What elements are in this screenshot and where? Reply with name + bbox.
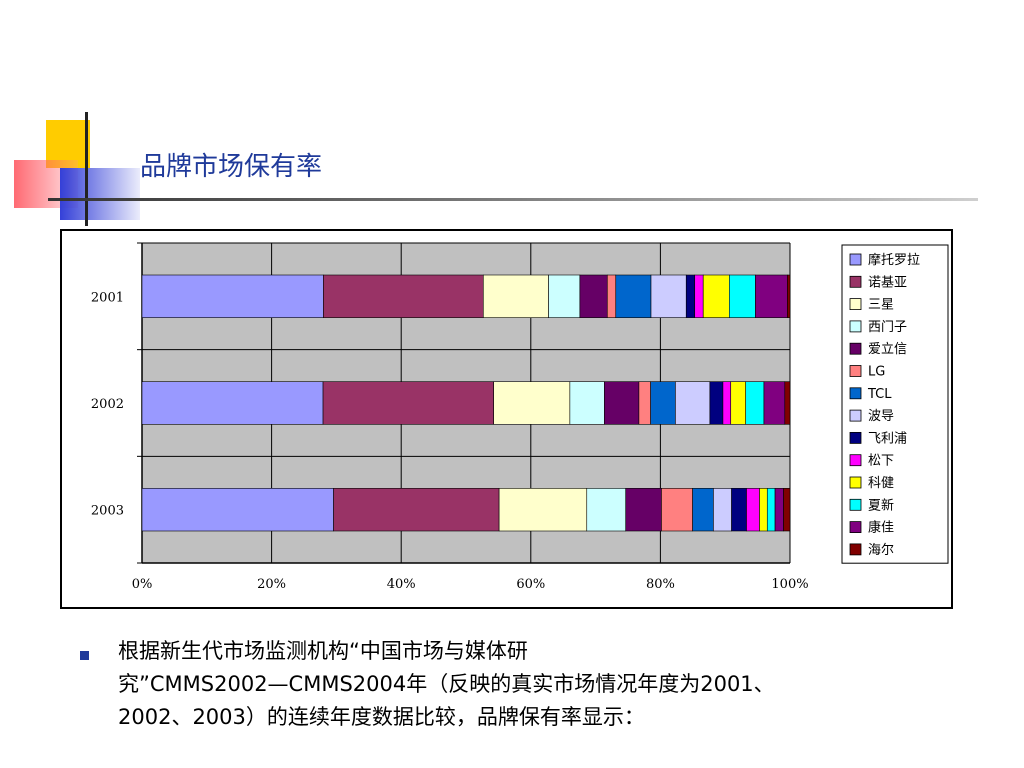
chart: 0% 20% 40% 60% 80% 100% 2001 2002 2003 摩托罗拉诺基亚三星西… xyxy=(91,242,949,592)
legend-box xyxy=(841,244,949,564)
legend-label: 爱立信 xyxy=(868,342,907,357)
body-line-3: 2002、2003）的连续年度数据比较，品牌保有率显示： xyxy=(118,705,645,729)
body-line-2: 究”CMMS2002—CMMS2004年（反映的真实市场情况年度为2001、 xyxy=(118,672,775,696)
bar-segment xyxy=(493,381,571,425)
bar-segment xyxy=(692,488,714,532)
bar-segment xyxy=(675,381,711,425)
bullet-icon xyxy=(80,651,89,660)
bar-segment xyxy=(586,488,627,532)
legend-swatch xyxy=(849,365,862,377)
body-line-1: 根据新生代市场监测机构“中国市场与媒体研 xyxy=(118,639,528,663)
bar-segment xyxy=(141,274,324,318)
legend-label: LG xyxy=(868,365,885,380)
x-tick-label: 60% xyxy=(516,577,545,592)
bar-segment xyxy=(746,488,760,532)
bar-segment xyxy=(787,274,791,318)
bar-segment xyxy=(694,274,704,318)
bar-segment xyxy=(625,488,662,532)
bar-segment xyxy=(141,381,324,425)
bar-segment xyxy=(709,381,724,425)
bar-segment xyxy=(322,381,494,425)
legend-label: 康佳 xyxy=(868,520,894,536)
bar-segment xyxy=(650,381,676,425)
legend-label: 飞利浦 xyxy=(868,431,907,446)
decor-vertical-line xyxy=(85,112,88,226)
x-tick-label: 0% xyxy=(132,577,153,592)
bar-segment xyxy=(755,274,788,318)
legend-label: 摩托罗拉 xyxy=(868,252,920,268)
bar-segment xyxy=(685,274,696,318)
bar-segment xyxy=(333,488,500,532)
bar-segment xyxy=(482,274,549,318)
bar-segment xyxy=(745,381,765,425)
chart-frame: 0% 20% 40% 60% 80% 100% 2001 2002 2003 摩托罗拉诺基亚三星西… xyxy=(60,229,953,609)
legend-swatch xyxy=(849,521,862,534)
legend-label: 西门子 xyxy=(868,320,907,335)
legend-label: 诺基亚 xyxy=(868,275,907,290)
legend-swatch xyxy=(849,454,862,467)
bar-segment xyxy=(606,274,617,318)
y-tick-label: 2003 xyxy=(91,504,124,519)
bar-segment xyxy=(774,488,784,532)
legend-label: 松下 xyxy=(868,454,894,469)
page-title: 品牌市场保有率 xyxy=(140,152,323,182)
bar-segment xyxy=(766,488,776,532)
bar-segment xyxy=(702,274,730,318)
legend-swatch xyxy=(849,431,862,444)
bar-segment xyxy=(604,381,640,425)
x-tick-label: 20% xyxy=(257,577,286,592)
legend-label: 三星 xyxy=(868,298,894,313)
legend-label: 夏新 xyxy=(868,497,894,513)
bar-segment xyxy=(713,488,732,532)
legend-label: 科健 xyxy=(868,476,894,491)
legend-swatch xyxy=(849,476,862,489)
legend-swatch xyxy=(849,387,862,400)
x-tick-label: 100% xyxy=(771,577,808,592)
bar-segment xyxy=(569,381,605,425)
legend-label: TCL xyxy=(867,387,892,402)
legend-swatch xyxy=(849,342,862,355)
legend-label: 波导 xyxy=(868,409,894,424)
bar-segment xyxy=(784,381,791,425)
y-tick-label: 2002 xyxy=(91,397,124,412)
body-paragraph: 根据新生代市场监测机构“中国市场与媒体研 究”CMMS2002—CMMS2004… xyxy=(118,635,998,734)
legend-label: 海尔 xyxy=(868,543,894,558)
bar-segment xyxy=(615,274,652,318)
legend-swatch xyxy=(849,498,862,511)
bar-segment xyxy=(323,274,484,318)
x-tick-label: 40% xyxy=(387,577,416,592)
bar-segment xyxy=(650,274,687,318)
title-underline xyxy=(48,198,978,201)
bar-segment xyxy=(141,488,334,532)
bar-segment xyxy=(722,381,732,425)
legend-swatch xyxy=(849,275,862,288)
bar-segment xyxy=(661,488,693,532)
bar-segment xyxy=(763,381,786,425)
decor-blue-square xyxy=(60,168,140,220)
legend-swatch xyxy=(849,409,862,422)
legend-swatch xyxy=(849,253,862,266)
y-tick-label: 2001 xyxy=(91,290,124,305)
legend-swatch xyxy=(849,320,862,333)
bar-segment xyxy=(783,488,791,532)
bar-segment xyxy=(759,488,768,532)
x-tick-label: 80% xyxy=(646,577,675,592)
bar-segment xyxy=(638,381,651,425)
bar-segment xyxy=(548,274,581,318)
bar-segment xyxy=(729,274,756,318)
bar-segment xyxy=(730,381,747,425)
legend-swatch xyxy=(849,298,862,310)
bar-segment xyxy=(579,274,608,318)
bar-segment xyxy=(498,488,588,532)
legend-swatch xyxy=(849,543,862,556)
bar-segment xyxy=(731,488,747,532)
